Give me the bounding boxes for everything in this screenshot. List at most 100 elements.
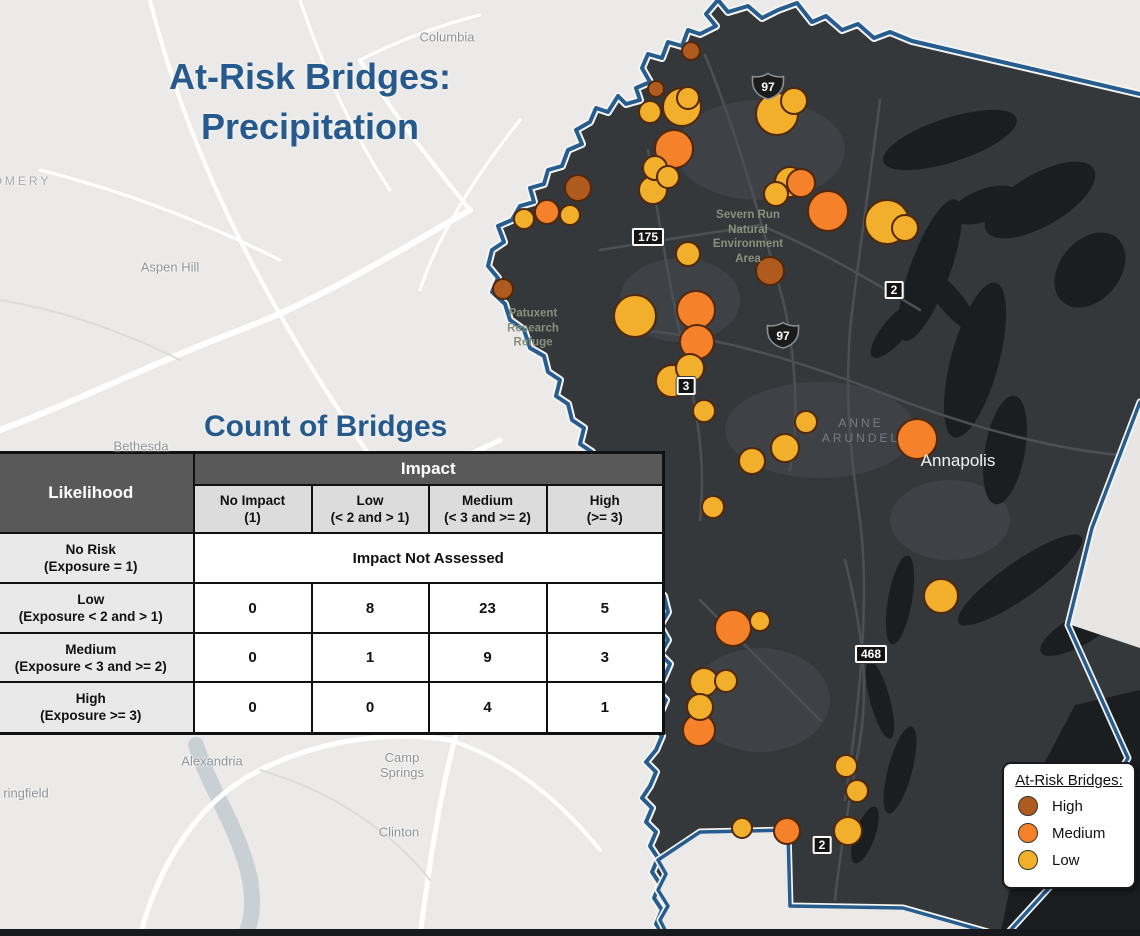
bay-wedge	[1068, 404, 1140, 648]
map-label-line: Aspen Hill	[140, 259, 200, 275]
bridge-marker-high[interactable]	[681, 41, 701, 61]
bridge-marker-medium[interactable]	[773, 817, 801, 845]
bridge-marker-low[interactable]	[638, 100, 662, 124]
legend-label: Medium	[1052, 824, 1106, 842]
bridge-marker-low[interactable]	[689, 667, 719, 697]
map-label: Clinton	[379, 825, 419, 840]
bridge-marker-low[interactable]	[692, 399, 716, 423]
likelihood-row-label: Low (Exposure < 2 and > 1)	[0, 582, 195, 634]
map-label: Severn Run Natural Environment Area	[713, 208, 783, 266]
bridge-marker-low[interactable]	[923, 578, 959, 614]
bridge-marker-low[interactable]	[834, 754, 858, 778]
route-shield: 468	[854, 645, 888, 663]
bridge-marker-low[interactable]	[845, 779, 869, 803]
map-label-line: Bethesda	[113, 438, 169, 454]
bridge-marker-medium[interactable]	[807, 190, 849, 232]
route-shield: 2	[884, 281, 904, 299]
bridge-marker-medium[interactable]	[896, 418, 938, 460]
impact-not-assessed-cell: Impact Not Assessed	[192, 532, 665, 584]
bridge-marker-low[interactable]	[513, 208, 535, 230]
bridge-marker-medium[interactable]	[534, 199, 560, 225]
map-label-line: ringfield	[3, 785, 49, 801]
svg-text:97: 97	[776, 329, 790, 343]
bridge-marker-low[interactable]	[559, 204, 581, 226]
legend-title: At-Risk Bridges:	[1015, 772, 1123, 789]
impact-header: Impact	[192, 451, 665, 486]
count-cell: 8	[310, 582, 430, 634]
legend-label: Low	[1052, 851, 1080, 869]
bridge-marker-low[interactable]	[701, 495, 725, 519]
bridge-marker-low[interactable]	[749, 610, 771, 632]
interstate-shield: 97	[751, 72, 785, 100]
bridge-marker-low[interactable]	[770, 433, 800, 463]
route-shield: 2	[812, 836, 832, 854]
map-label: Camp Springs	[380, 750, 424, 780]
bridge-marker-low[interactable]	[780, 87, 808, 115]
map-label-line: Refuge	[513, 336, 553, 349]
count-cell: 3	[545, 632, 665, 683]
bridge-marker-low[interactable]	[613, 294, 657, 338]
bridge-marker-high[interactable]	[755, 256, 785, 286]
bridge-marker-low[interactable]	[714, 669, 738, 693]
map-label-line: Area	[735, 252, 761, 265]
bridge-marker-low[interactable]	[731, 817, 753, 839]
bridge-marker-low[interactable]	[794, 410, 818, 434]
likelihood-header: Likelihood	[0, 451, 195, 534]
bridge-marker-low[interactable]	[738, 447, 766, 475]
likelihood-row-label: Medium (Exposure < 3 and >= 2)	[0, 632, 195, 683]
bridge-marker-low[interactable]	[686, 693, 714, 721]
likelihood-row-label: No Risk (Exposure = 1)	[0, 532, 195, 584]
map-label-line: ARUNDEL	[821, 431, 901, 445]
route-shield: 175	[631, 228, 665, 246]
count-cell: 0	[192, 681, 313, 734]
table-row: Medium (Exposure < 3 and >= 2) 0 1 9 3	[0, 632, 665, 683]
page-title-line1: At-Risk Bridges:	[168, 56, 452, 97]
bridge-marker-high[interactable]	[564, 174, 592, 202]
map-label-line: OMERY	[0, 174, 52, 188]
count-cell: 5	[545, 582, 665, 634]
legend-label: High	[1052, 797, 1083, 815]
bridge-marker-medium[interactable]	[714, 609, 752, 647]
map-label-line: Severn Run	[716, 209, 780, 221]
impact-column-header: Medium (< 3 and >= 2)	[427, 484, 548, 534]
map-label-line: ANNE	[838, 416, 884, 430]
bridge-marker-low[interactable]	[656, 165, 680, 189]
table-row: Low (Exposure < 2 and > 1) 0 8 23 5	[0, 582, 665, 634]
map-label-line: Columbia	[419, 29, 475, 45]
legend-item: High	[1018, 796, 1134, 816]
bridge-marker-low[interactable]	[891, 214, 919, 242]
impact-subheader-row: No Impact (1) Low (< 2 and > 1) Medium (< 3 a…	[0, 484, 665, 534]
legend-item: Low	[1018, 850, 1134, 870]
legend-item: Medium	[1018, 823, 1134, 843]
bridge-marker-high[interactable]	[492, 278, 514, 300]
map-label: Annapolis	[921, 451, 996, 471]
map-label-line: Annapolis	[920, 451, 996, 470]
bridge-marker-low[interactable]	[675, 241, 701, 267]
bridge-marker-low[interactable]	[763, 181, 789, 207]
count-cell: 0	[310, 681, 430, 734]
map-label-line: Environment	[712, 238, 784, 250]
bridge-marker-medium[interactable]	[676, 290, 716, 330]
count-cell: 0	[192, 582, 313, 634]
bottom-edge-bar	[0, 929, 1140, 936]
bridge-marker-low[interactable]	[833, 816, 863, 846]
map-label: Patuxent Research Refuge	[507, 306, 559, 350]
map-label-line: Clinton	[378, 824, 420, 840]
map-label-line: Natural	[728, 223, 768, 236]
map-label: Columbia	[420, 30, 475, 45]
page-title: At-Risk Bridges: Precipitation	[95, 52, 525, 152]
map-label: OMERY	[0, 174, 51, 188]
count-cell: 4	[427, 681, 548, 734]
bridge-marker-medium[interactable]	[786, 168, 816, 198]
interstate-shield: 97	[766, 321, 800, 349]
map-label: Alexandria	[181, 754, 242, 769]
map-label: ringfield	[3, 786, 49, 801]
count-cell: 1	[545, 681, 665, 734]
likelihood-row-label: High (Exposure >= 3)	[0, 681, 195, 734]
map-label-line: Springs	[379, 765, 425, 780]
map-label-line: Research	[507, 321, 559, 334]
bridge-marker-low[interactable]	[676, 86, 700, 110]
svg-text:97: 97	[761, 80, 775, 94]
map-label: ANNE ARUNDEL	[822, 416, 900, 446]
bridge-marker-high[interactable]	[647, 80, 665, 98]
